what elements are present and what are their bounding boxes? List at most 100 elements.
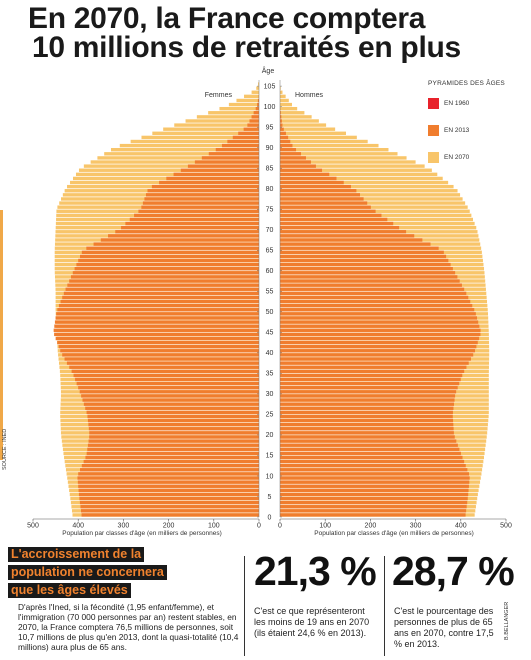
bar-men-en-2013-age-88 [280,152,302,156]
bar-women-en-2070-age-85 [83,164,259,168]
bar-men-en-2013-age-30 [280,390,457,394]
bar-men-en-2070-age-83 [280,172,438,177]
bar-men-en-2013-age-6 [280,488,469,493]
bar-men-en-2070-age-79 [280,189,458,193]
bar-women-en-2013-age-3 [79,500,259,505]
bar-men-en-2013-age-54 [280,291,467,296]
bar-men-en-2013-age-48 [280,316,478,320]
bar-men-en-2013-age-5 [280,492,469,497]
bar-men-en-2070-age-87 [280,156,407,160]
bar-women-en-2013-age-32 [76,381,259,386]
bar-men-en-2013-age-18 [280,439,457,443]
bar-men-en-2013-age-31 [280,386,458,390]
bar-women-en-2013-age-81 [159,180,259,185]
x-axis-label-left: Population par classes d'âge (en millier… [62,530,222,537]
bar-men-en-2013-age-57 [280,279,460,283]
x-tick-right-500: 500 [500,523,512,530]
bar-men-en-2013-age-94 [280,127,284,131]
age-tick-35: 35 [266,371,274,378]
bar-men-en-2013-age-81 [280,180,344,185]
bar-men-en-2070-age-86 [280,160,416,164]
bar-men-en-2013-age-56 [280,283,462,287]
bar-men-en-2013-age-44 [280,332,481,337]
bar-women-en-2013-age-84 [180,168,259,172]
bar-men-en-2013-age-91 [280,139,291,144]
bar-men-en-2013-age-60 [280,267,453,271]
bar-men-en-2013-age-45 [280,328,481,332]
bar-men-en-2013-age-55 [280,287,465,291]
bar-women-en-2013-age-10 [78,472,259,476]
bar-women-en-2013-age-70 [121,225,260,230]
bar-men-en-2013-age-84 [280,168,323,172]
bar-men-en-2070-age-95 [280,123,327,127]
bar-men-en-2013-age-64 [280,250,444,255]
bar-men-en-2013-age-35 [280,369,465,374]
bar-women-en-2013-age-29 [81,394,259,398]
bar-women-en-2013-age-99 [255,106,259,111]
bar-women-en-2013-age-14 [85,455,259,460]
bar-men-en-2070-age-97 [280,115,312,119]
bar-women-en-2013-age-63 [80,254,260,259]
bar-women-en-2013-age-21 [88,427,260,431]
age-tick-40: 40 [266,350,274,357]
bar-women-en-2013-age-49 [56,312,260,316]
age-axis-label: Âge [262,66,275,75]
bar-women-en-2070-age-104 [256,86,259,90]
bar-men-en-2013-age-62 [280,258,449,263]
bar-women-en-2013-age-52 [60,299,260,304]
bar-men-en-2013-age-67 [280,238,423,242]
bar-men-en-2013-age-53 [280,295,469,300]
bar-men-en-2070-age-103 [280,90,283,94]
bar-men-en-2013-age-87 [280,156,306,160]
bar-women-en-2013-age-2 [80,505,260,509]
age-tick-60: 60 [266,268,274,275]
bar-women-en-2013-age-22 [88,422,260,427]
bar-women-en-2013-age-39 [62,353,259,357]
bar-men-en-2013-age-59 [280,271,456,275]
age-tick-5: 5 [268,494,272,501]
bar-women-en-2013-age-25 [86,410,259,415]
stat-desc-under-19: C'est ce que représenteront les moins de… [254,606,370,638]
bar-women-en-2013-age-69 [115,230,259,234]
bar-women-en-2070-age-82 [73,176,259,181]
x-tick-right-0: 0 [278,523,282,530]
bar-women-en-2013-age-43 [55,336,259,341]
bar-women-en-2013-age-58 [70,275,259,279]
bar-women-en-2013-age-41 [58,344,260,349]
bar-men-en-2013-age-66 [280,242,431,246]
bar-women-en-2070-age-100 [228,102,259,107]
bar-women-en-2013-age-68 [108,234,259,238]
bar-women-en-2013-age-74 [138,209,259,213]
x-tick-left-300: 300 [118,523,130,530]
title-line-2: 10 millions de retraités en plus [32,31,461,64]
bar-women-en-2013-age-33 [75,377,259,382]
bar-men-en-2013-age-72 [280,217,388,222]
bar-men-en-2013-age-28 [280,398,455,402]
bar-men-en-2013-age-69 [280,230,407,234]
bar-men-en-2013-age-16 [280,447,460,451]
bar-women-en-2070-age-99 [219,106,259,111]
bar-women-en-2070-age-102 [244,94,259,99]
bar-women-en-2070-age-93 [152,131,259,135]
bar-women-en-2013-age-48 [55,316,260,320]
bar-men-en-2070-age-78 [280,193,461,197]
bar-men-en-2013-age-24 [280,414,453,419]
bar-women-en-2013-age-5 [78,492,259,497]
bar-women-en-2013-age-101 [257,98,259,103]
bar-men-en-2013-age-26 [280,406,454,410]
bar-men-en-2013-age-71 [280,221,394,226]
bar-men-en-2013-age-36 [280,365,467,369]
age-tick-70: 70 [266,227,274,234]
bar-men-en-2013-age-52 [280,299,471,304]
bar-men-en-2013-age-98 [280,111,281,115]
bar-men-en-2013-age-3 [280,500,468,505]
bar-men-en-2013-age-86 [280,160,311,164]
bar-men-en-2013-age-10 [280,472,470,476]
bar-men-en-2070-age-82 [280,176,443,181]
bar-men-en-2013-age-27 [280,402,455,406]
x-tick-right-300: 300 [410,523,422,530]
bar-men-en-2013-age-92 [280,135,289,140]
bar-men-en-2013-age-90 [280,143,293,148]
legend-label-2013: EN 2013 [444,126,470,134]
bar-men-en-2013-age-21 [280,427,454,431]
